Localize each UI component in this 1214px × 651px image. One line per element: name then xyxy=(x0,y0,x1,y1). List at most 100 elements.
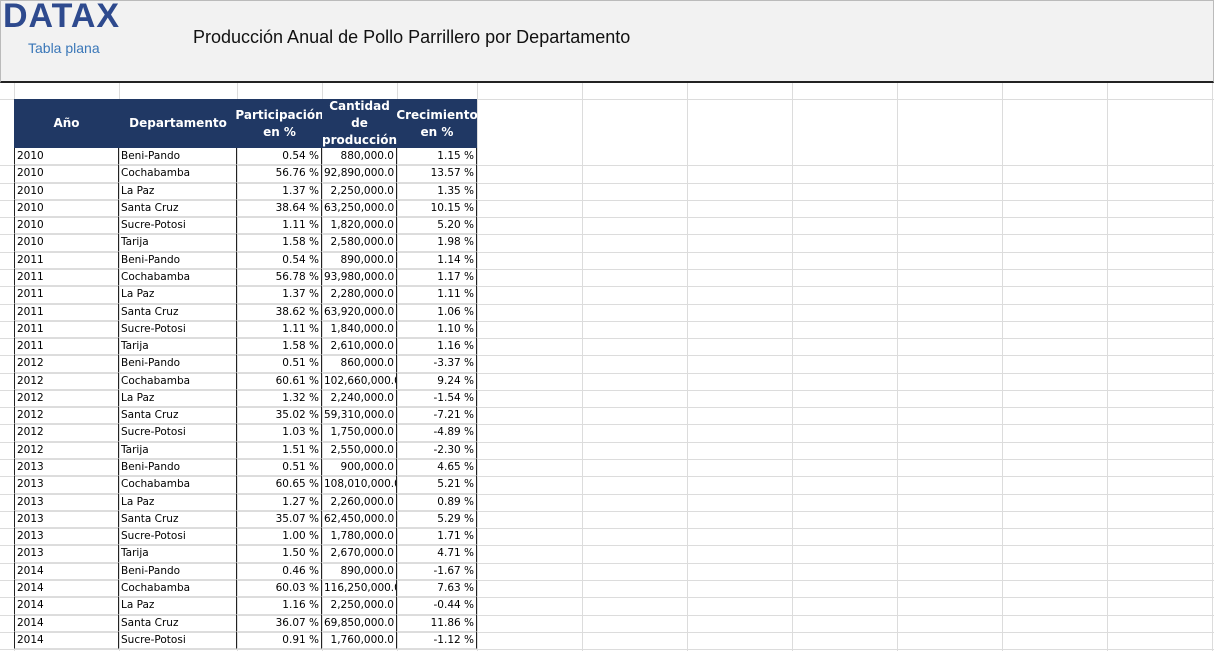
cell: 2013 xyxy=(14,545,119,563)
cell: La Paz xyxy=(119,182,237,200)
grid-line xyxy=(322,83,323,651)
cell: 1.16 % xyxy=(237,597,322,615)
cell: 2014 xyxy=(14,597,119,615)
cell: Tarija xyxy=(119,545,237,563)
cell: 880,000.0 xyxy=(322,148,397,166)
cell: 56.76 % xyxy=(237,165,322,183)
cell: 1.16 % xyxy=(397,338,477,356)
cell: 35.02 % xyxy=(237,407,322,425)
cell: Sucre-Potosi xyxy=(119,631,237,650)
cell: 2011 xyxy=(14,303,119,321)
column-header: Departamento xyxy=(119,99,237,148)
cell: 2013 xyxy=(14,528,119,546)
grid-line xyxy=(897,83,898,651)
grid-line xyxy=(687,83,688,651)
cell: 5.29 % xyxy=(397,510,477,529)
column-header: Participación en % xyxy=(235,99,324,148)
column-header: Cantidad de producción xyxy=(322,99,398,148)
cell: 93,980,000.0 xyxy=(322,268,397,287)
grid-line xyxy=(0,407,1214,409)
cell: 2011 xyxy=(14,320,119,339)
cell: 92,890,000.0 xyxy=(322,165,397,183)
cell: 63,920,000.0 xyxy=(322,303,397,321)
cell: Cochabamba xyxy=(119,268,237,287)
cell: 2012 xyxy=(14,441,119,460)
cell: 1.15 % xyxy=(397,148,477,166)
cell: 63,250,000.0 xyxy=(322,199,397,218)
cell: 2013 xyxy=(14,510,119,529)
cell: 2,610,000.0 xyxy=(322,338,397,356)
cell: 1.37 % xyxy=(237,286,322,304)
cell: 1.58 % xyxy=(237,338,322,356)
cell: La Paz xyxy=(119,389,237,408)
cell: 2,250,000.0 xyxy=(322,182,397,200)
cell: 2012 xyxy=(14,424,119,442)
cell: 0.51 % xyxy=(237,355,322,373)
cell: 1.00 % xyxy=(237,528,322,546)
cell: 2013 xyxy=(14,459,119,477)
cell: 1,820,000.0 xyxy=(322,217,397,235)
cell: Beni-Pando xyxy=(119,562,237,580)
grid-line xyxy=(397,83,398,651)
cell: 2013 xyxy=(14,476,119,494)
cell: 1.50 % xyxy=(237,545,322,563)
grid-line xyxy=(0,389,1214,391)
grid-line xyxy=(1002,83,1003,651)
cell: -1.67 % xyxy=(397,562,477,580)
grid-line xyxy=(0,649,1214,651)
cell: 2,240,000.0 xyxy=(322,389,397,408)
cell: 2014 xyxy=(14,631,119,650)
cell: 1.11 % xyxy=(237,217,322,235)
grid-line xyxy=(0,528,1214,530)
grid-line xyxy=(0,251,1214,253)
grid-line xyxy=(1212,83,1213,651)
cell: 62,450,000.0 xyxy=(322,510,397,529)
column-header: Año xyxy=(14,99,119,148)
grid-line xyxy=(0,580,1214,581)
grid-line xyxy=(0,510,1214,512)
cell: 1.58 % xyxy=(237,234,322,252)
cell: 890,000.0 xyxy=(322,251,397,269)
grid-line xyxy=(582,83,583,651)
cell: 11.86 % xyxy=(397,614,477,632)
cell: 59,310,000.0 xyxy=(322,407,397,425)
cell: 2,670,000.0 xyxy=(322,545,397,563)
cell: 2011 xyxy=(14,286,119,304)
cell: 4.65 % xyxy=(397,459,477,477)
cell: 102,660,000.0 xyxy=(322,372,397,390)
cell: 1.10 % xyxy=(397,320,477,339)
cell: 38.64 % xyxy=(237,199,322,218)
column-header: Crecimiento en % xyxy=(396,99,478,148)
cell: 2014 xyxy=(14,614,119,632)
cell: 2011 xyxy=(14,338,119,356)
cell: 60.03 % xyxy=(237,580,322,598)
cell: Cochabamba xyxy=(119,580,237,598)
cell: 1.51 % xyxy=(237,441,322,460)
cell: 2014 xyxy=(14,562,119,580)
cell: Sucre-Potosi xyxy=(119,217,237,235)
cell: Santa Cruz xyxy=(119,303,237,321)
cell: 56.78 % xyxy=(237,268,322,287)
cell: Santa Cruz xyxy=(119,510,237,529)
cell: 0.54 % xyxy=(237,251,322,269)
cell: Cochabamba xyxy=(119,165,237,183)
cell: 1.37 % xyxy=(237,182,322,200)
grid-line xyxy=(0,476,1214,478)
cell: 108,010,000.0 xyxy=(322,476,397,494)
cell: 7.63 % xyxy=(397,580,477,598)
cell: 2012 xyxy=(14,372,119,390)
cell: 1.27 % xyxy=(237,493,322,511)
cell: 2013 xyxy=(14,493,119,511)
cell: 2,550,000.0 xyxy=(322,441,397,460)
cell: 35.07 % xyxy=(237,510,322,529)
cell: 0.54 % xyxy=(237,148,322,166)
cell: 38.62 % xyxy=(237,303,322,321)
cell: 13.57 % xyxy=(397,165,477,183)
grid-line xyxy=(0,303,1214,305)
logo: DATAX xyxy=(3,0,121,35)
grid-line xyxy=(0,441,1214,443)
cell: 1.98 % xyxy=(397,234,477,252)
cell: 36.07 % xyxy=(237,614,322,632)
cell: 1.03 % xyxy=(237,424,322,442)
